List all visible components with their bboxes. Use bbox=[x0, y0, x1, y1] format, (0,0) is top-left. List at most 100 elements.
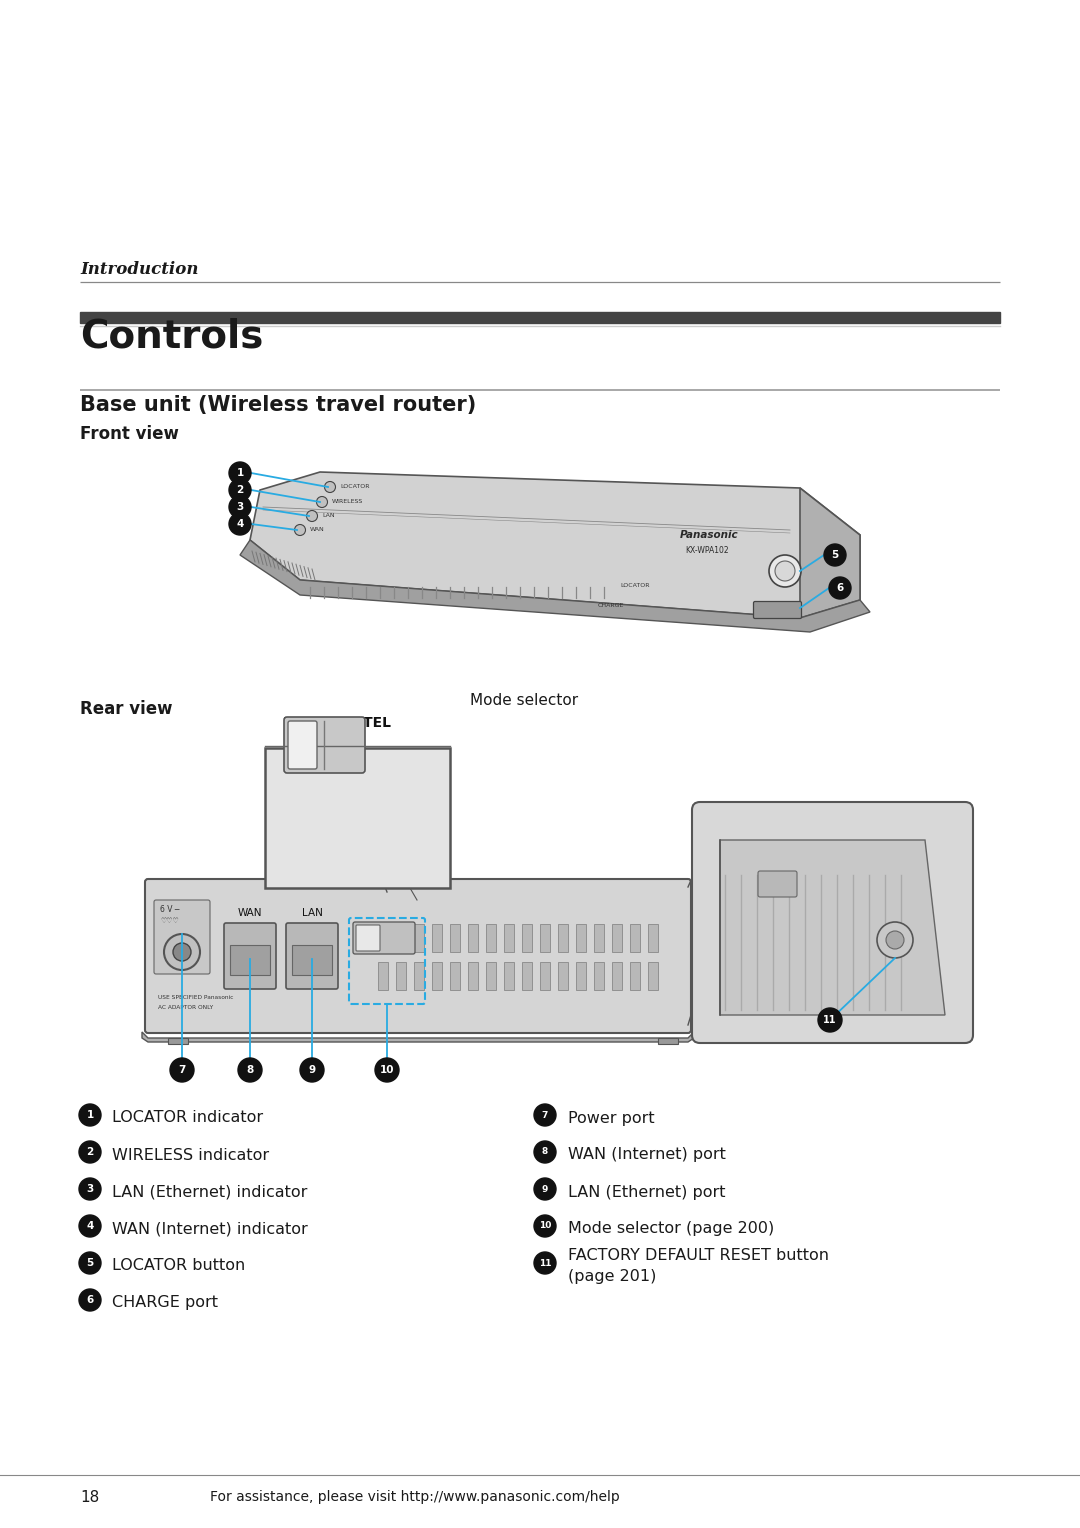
Bar bbox=[396, 963, 406, 990]
Polygon shape bbox=[141, 1031, 694, 1042]
Text: CHARGE: CHARGE bbox=[598, 604, 624, 608]
Bar bbox=[558, 924, 568, 952]
Text: LAN: LAN bbox=[301, 908, 323, 918]
Text: WAN (Internet) indicator: WAN (Internet) indicator bbox=[112, 1221, 308, 1236]
Text: HOME  HOTEL: HOME HOTEL bbox=[283, 717, 391, 730]
Text: (page 201): (page 201) bbox=[568, 1268, 657, 1284]
Circle shape bbox=[79, 1141, 102, 1163]
Text: LAN (Ethernet) port: LAN (Ethernet) port bbox=[568, 1184, 726, 1199]
Text: AC ADAPTOR ONLY: AC ADAPTOR ONLY bbox=[158, 1005, 213, 1010]
Bar bbox=[630, 963, 640, 990]
Polygon shape bbox=[720, 840, 945, 1015]
Circle shape bbox=[229, 497, 251, 518]
Text: LOCATOR: LOCATOR bbox=[340, 483, 369, 489]
Text: 7: 7 bbox=[178, 1065, 186, 1076]
Text: 10: 10 bbox=[380, 1065, 394, 1076]
Bar bbox=[378, 963, 388, 990]
Text: Front view: Front view bbox=[80, 425, 179, 443]
Bar bbox=[594, 924, 604, 952]
Text: LAN (Ethernet) indicator: LAN (Ethernet) indicator bbox=[112, 1184, 308, 1199]
Bar bbox=[612, 963, 622, 990]
Bar bbox=[414, 963, 424, 990]
Text: LOCATOR button: LOCATOR button bbox=[112, 1259, 245, 1273]
Text: 3: 3 bbox=[237, 503, 244, 512]
Text: 9: 9 bbox=[309, 1065, 315, 1076]
Text: 8: 8 bbox=[246, 1065, 254, 1076]
Bar bbox=[396, 924, 406, 952]
Text: 4: 4 bbox=[237, 520, 244, 529]
Text: 18: 18 bbox=[80, 1490, 99, 1505]
Circle shape bbox=[79, 1251, 102, 1274]
Circle shape bbox=[534, 1105, 556, 1126]
Text: 11: 11 bbox=[539, 1259, 551, 1268]
Circle shape bbox=[307, 510, 318, 521]
Bar bbox=[504, 924, 514, 952]
Circle shape bbox=[769, 555, 801, 587]
Circle shape bbox=[295, 524, 306, 535]
Bar bbox=[576, 963, 586, 990]
FancyBboxPatch shape bbox=[692, 802, 973, 1044]
Text: 1: 1 bbox=[237, 468, 244, 478]
Circle shape bbox=[229, 478, 251, 501]
FancyBboxPatch shape bbox=[154, 900, 210, 973]
FancyBboxPatch shape bbox=[758, 871, 797, 897]
FancyBboxPatch shape bbox=[286, 923, 338, 989]
Circle shape bbox=[534, 1141, 556, 1163]
Text: HOME HOTEL: HOME HOTEL bbox=[355, 921, 402, 927]
FancyBboxPatch shape bbox=[284, 717, 365, 773]
Bar bbox=[648, 963, 658, 990]
Bar bbox=[576, 924, 586, 952]
Text: USE SPECIFIED Panasonic: USE SPECIFIED Panasonic bbox=[158, 995, 233, 999]
Bar bbox=[486, 924, 496, 952]
Text: Mode selector (page 200): Mode selector (page 200) bbox=[568, 1221, 774, 1236]
Circle shape bbox=[238, 1057, 262, 1082]
Text: 6: 6 bbox=[86, 1296, 94, 1305]
Bar bbox=[522, 963, 532, 990]
Bar bbox=[522, 924, 532, 952]
Text: 5: 5 bbox=[86, 1258, 94, 1268]
Text: 3: 3 bbox=[86, 1184, 94, 1193]
Text: Mode selector: Mode selector bbox=[470, 694, 578, 707]
Bar bbox=[414, 924, 424, 952]
Circle shape bbox=[534, 1178, 556, 1199]
Text: Panasonic: Panasonic bbox=[680, 530, 739, 539]
Circle shape bbox=[79, 1178, 102, 1199]
Circle shape bbox=[229, 513, 251, 535]
Bar bbox=[80, 312, 1000, 322]
Text: WIRELESS indicator: WIRELESS indicator bbox=[112, 1148, 269, 1163]
FancyBboxPatch shape bbox=[265, 749, 450, 888]
Circle shape bbox=[300, 1057, 324, 1082]
Text: WAN: WAN bbox=[310, 527, 325, 532]
Text: LOCATOR indicator: LOCATOR indicator bbox=[112, 1111, 264, 1126]
Bar bbox=[594, 963, 604, 990]
Bar bbox=[540, 963, 550, 990]
Circle shape bbox=[877, 921, 913, 958]
Text: Controls: Controls bbox=[80, 316, 264, 354]
Bar bbox=[450, 963, 460, 990]
Text: LOCATOR: LOCATOR bbox=[620, 584, 649, 588]
Circle shape bbox=[79, 1105, 102, 1126]
Text: 4: 4 bbox=[86, 1221, 94, 1232]
Circle shape bbox=[375, 1057, 399, 1082]
Circle shape bbox=[79, 1215, 102, 1238]
Text: Power port: Power port bbox=[568, 1111, 654, 1126]
Text: For assistance, please visit http://www.panasonic.com/help: For assistance, please visit http://www.… bbox=[210, 1490, 620, 1504]
Bar bbox=[450, 924, 460, 952]
Text: CHARGE port: CHARGE port bbox=[112, 1296, 218, 1311]
FancyBboxPatch shape bbox=[230, 944, 270, 975]
Polygon shape bbox=[240, 539, 870, 633]
Bar bbox=[630, 924, 640, 952]
Bar bbox=[558, 963, 568, 990]
FancyBboxPatch shape bbox=[292, 944, 332, 975]
FancyBboxPatch shape bbox=[353, 921, 415, 953]
Text: 6 V ─: 6 V ─ bbox=[160, 905, 179, 914]
Circle shape bbox=[775, 561, 795, 581]
Polygon shape bbox=[315, 749, 365, 769]
Text: WAN (Internet) port: WAN (Internet) port bbox=[568, 1148, 726, 1163]
Text: KX-WPA102: KX-WPA102 bbox=[685, 545, 729, 555]
Text: Introduction: Introduction bbox=[80, 261, 199, 278]
Bar bbox=[168, 1038, 188, 1044]
Text: 11: 11 bbox=[823, 1015, 837, 1025]
Bar bbox=[432, 924, 442, 952]
Polygon shape bbox=[249, 472, 860, 617]
